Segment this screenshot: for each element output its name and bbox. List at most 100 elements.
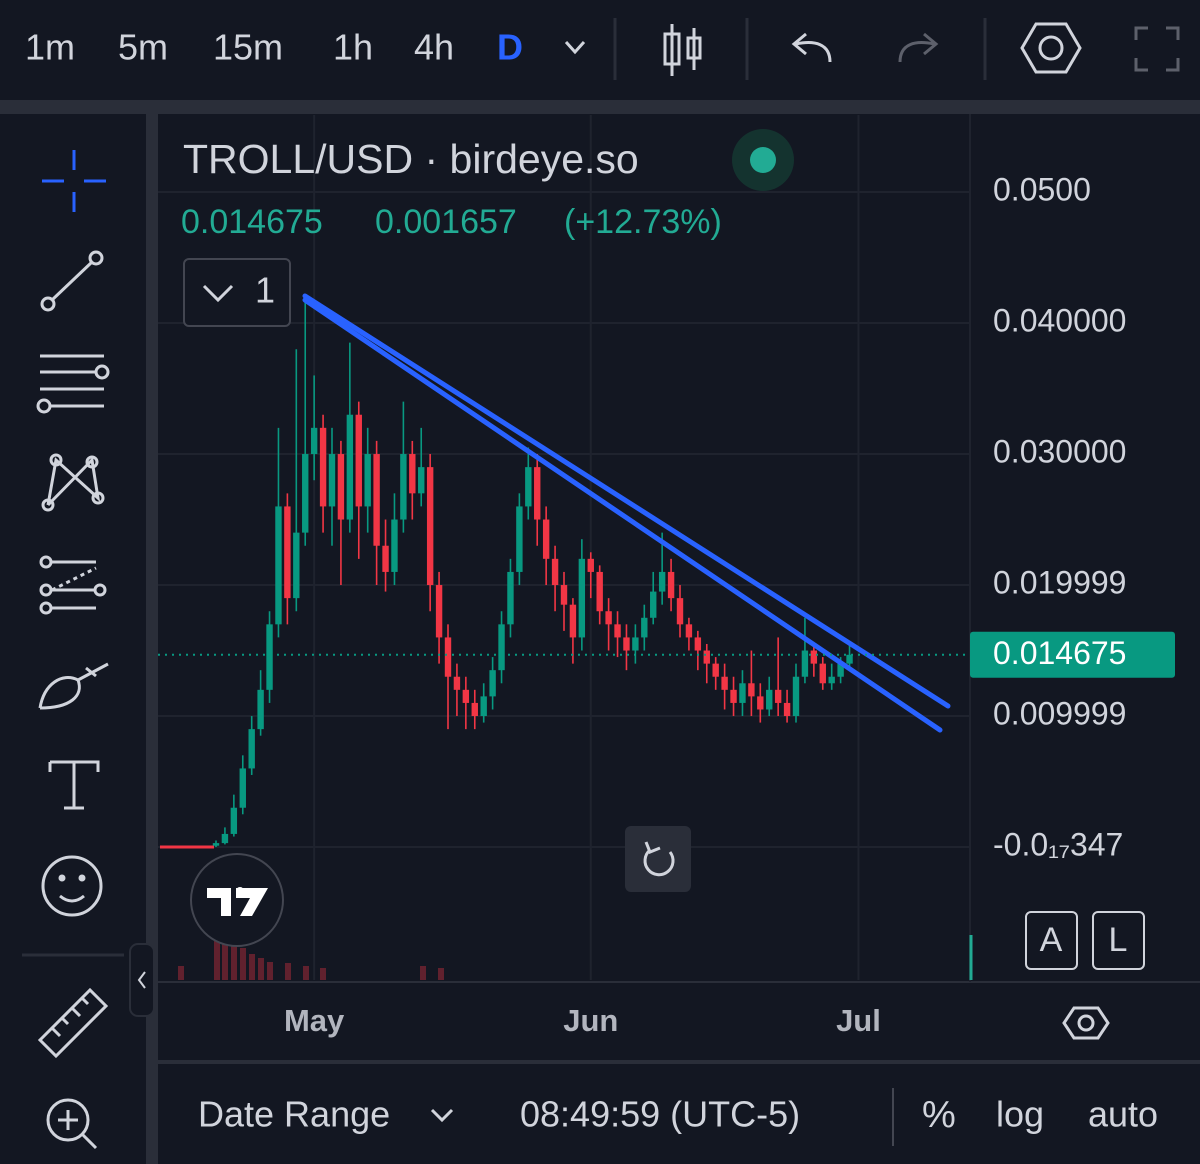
candle-body <box>632 637 639 651</box>
timeframe[interactable]: 15m <box>213 27 283 68</box>
timeframe[interactable]: 1h <box>333 27 373 68</box>
chevron[interactable] <box>564 40 586 55</box>
candle-body <box>730 689 737 703</box>
candle-body <box>748 683 755 697</box>
candle-body <box>819 663 826 684</box>
text-tool[interactable] <box>48 760 100 810</box>
candle-body <box>471 702 478 717</box>
separator <box>158 1060 1200 1064</box>
left-toolbar <box>0 114 146 1164</box>
candle-body <box>846 654 853 664</box>
candle-body <box>426 467 434 586</box>
separator <box>146 114 158 1164</box>
trend-line[interactable] <box>302 297 943 733</box>
crosshair[interactable] <box>42 150 106 212</box>
y-tick-label: 0.040000 <box>993 302 1126 338</box>
candle-body <box>703 650 710 664</box>
timeframe[interactable]: 4h <box>414 27 454 68</box>
zoom[interactable] <box>46 1098 98 1150</box>
candle-body <box>783 702 791 717</box>
candle-body <box>774 689 782 703</box>
settings-icon[interactable] <box>1020 22 1082 74</box>
clock: 08:49:59 (UTC-5) <box>520 1094 800 1135</box>
auto-scale-button[interactable] <box>1025 911 1078 970</box>
brush[interactable] <box>38 662 109 710</box>
fullscreen[interactable] <box>1134 26 1180 72</box>
log-toggle[interactable]: log <box>996 1094 1044 1135</box>
log-scale-button[interactable] <box>1092 911 1145 970</box>
reset-icon <box>643 841 675 877</box>
candle-body <box>239 768 246 808</box>
candle-body <box>400 454 407 520</box>
candle-body <box>578 558 586 638</box>
timeframe[interactable]: 1m <box>25 27 75 68</box>
candle-body <box>293 532 300 599</box>
separator <box>0 100 1200 114</box>
indicators-count: 1 <box>255 270 275 311</box>
candle-body <box>257 689 264 730</box>
candle-body <box>355 414 362 507</box>
undo[interactable] <box>791 32 832 63</box>
candle-body <box>489 670 496 697</box>
ruler[interactable] <box>37 987 109 1059</box>
timeframe[interactable]: D <box>497 27 523 68</box>
candle-body <box>542 519 550 559</box>
y-tick-label: 0.0500 <box>993 171 1091 207</box>
candle-body <box>516 506 523 572</box>
toolbar-icons <box>564 18 1180 80</box>
candle-body <box>310 427 318 455</box>
candle-body <box>391 519 398 572</box>
pattern[interactable] <box>41 453 105 512</box>
axis-settings[interactable] <box>1062 1006 1110 1040</box>
timeframe[interactable]: 5m <box>118 27 168 68</box>
emoji[interactable] <box>41 855 103 917</box>
logo[interactable] <box>190 853 284 947</box>
logo-mark <box>207 888 268 916</box>
candle-body <box>525 467 532 507</box>
candle-body <box>721 676 728 690</box>
trend-line[interactable] <box>302 293 951 709</box>
candle-body <box>462 689 470 703</box>
candle-body <box>757 696 764 710</box>
candle-body <box>382 545 389 572</box>
x-tick-label: Jun <box>563 1003 618 1038</box>
collapse-toggle[interactable] <box>129 943 155 1017</box>
fib[interactable] <box>36 354 110 414</box>
percent-toggle[interactable]: % <box>922 1094 956 1136</box>
candle-body <box>328 454 336 507</box>
y-tick-label: -0.0₁₇347 <box>993 826 1123 862</box>
candle-body <box>480 696 487 717</box>
candle-body <box>641 617 648 638</box>
auto-toggle[interactable]: auto <box>1088 1094 1158 1135</box>
candle-body <box>810 650 818 664</box>
candle-body <box>685 624 693 638</box>
candle-body <box>650 591 657 618</box>
status-dot <box>750 147 776 173</box>
candle-body <box>284 506 291 599</box>
redo[interactable] <box>898 32 939 63</box>
x-tick-label: Jul <box>836 1003 881 1038</box>
symbol-title: TROLL/USD · birdeye.so <box>183 136 639 182</box>
drawing-tools <box>22 150 124 1150</box>
candle-body <box>667 571 675 599</box>
legend-change: 0.001657 <box>375 203 517 241</box>
candle-body <box>766 689 773 710</box>
candle-body <box>658 571 666 592</box>
trend-line[interactable] <box>40 250 104 312</box>
candles-icon[interactable] <box>663 24 702 76</box>
candle-body <box>346 414 354 520</box>
chevron <box>430 1108 454 1123</box>
candle-body <box>266 624 273 690</box>
candles <box>212 296 853 848</box>
candle-body <box>837 663 844 677</box>
last-price-badge <box>970 631 1175 678</box>
date-range[interactable]: Date Range <box>198 1094 390 1135</box>
candle-body <box>560 585 568 605</box>
prediction[interactable] <box>39 555 107 615</box>
top-toolbar <box>0 0 1200 100</box>
reset-button[interactable] <box>625 826 691 892</box>
candle-body <box>409 454 416 494</box>
x-tick-label: May <box>284 1003 345 1038</box>
indicators-toggle[interactable] <box>183 258 291 327</box>
